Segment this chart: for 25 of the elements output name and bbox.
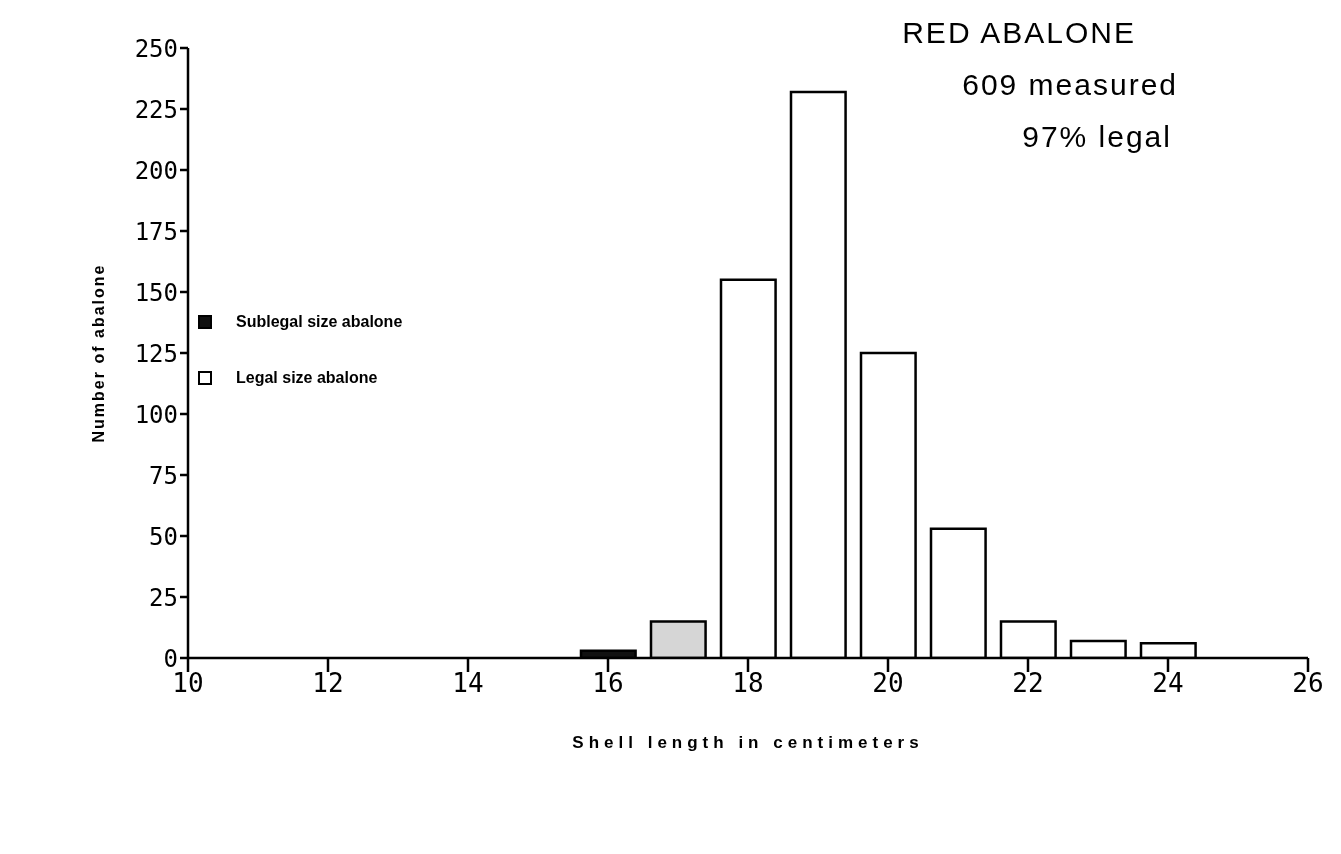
y-tick-label: 250 xyxy=(134,34,178,63)
x-tick-label: 14 xyxy=(452,668,484,699)
x-tick-label: 22 xyxy=(1012,668,1044,699)
x-tick-label: 20 xyxy=(872,668,904,699)
x-tick-label: 12 xyxy=(312,668,344,699)
y-tick-label: 125 xyxy=(134,339,178,368)
x-tick-label: 18 xyxy=(732,668,764,699)
annotation: 97% legal xyxy=(1022,120,1173,154)
y-tick-label: 200 xyxy=(134,156,178,185)
y-tick-label: 225 xyxy=(134,95,178,124)
x-axis-title: Shell length in centimeters xyxy=(572,733,924,752)
legend-label: Legal size abalone xyxy=(236,369,378,387)
legend-label: Sublegal size abalone xyxy=(236,313,403,331)
x-tick-label: 26 xyxy=(1292,668,1324,699)
y-tick-label: 100 xyxy=(134,400,178,429)
y-tick-label: 150 xyxy=(134,278,178,307)
y-tick-label: 75 xyxy=(149,461,178,490)
y-axis-title: Number of abalone xyxy=(89,263,107,443)
x-tick-label: 16 xyxy=(592,668,624,699)
annotation: 609 measured xyxy=(962,68,1178,102)
y-tick-label: 175 xyxy=(134,217,178,246)
x-tick-label: 24 xyxy=(1152,668,1184,699)
chart-title: RED ABALONE xyxy=(902,16,1137,50)
y-tick-label: 50 xyxy=(149,522,178,551)
y-tick-label: 25 xyxy=(149,583,178,612)
